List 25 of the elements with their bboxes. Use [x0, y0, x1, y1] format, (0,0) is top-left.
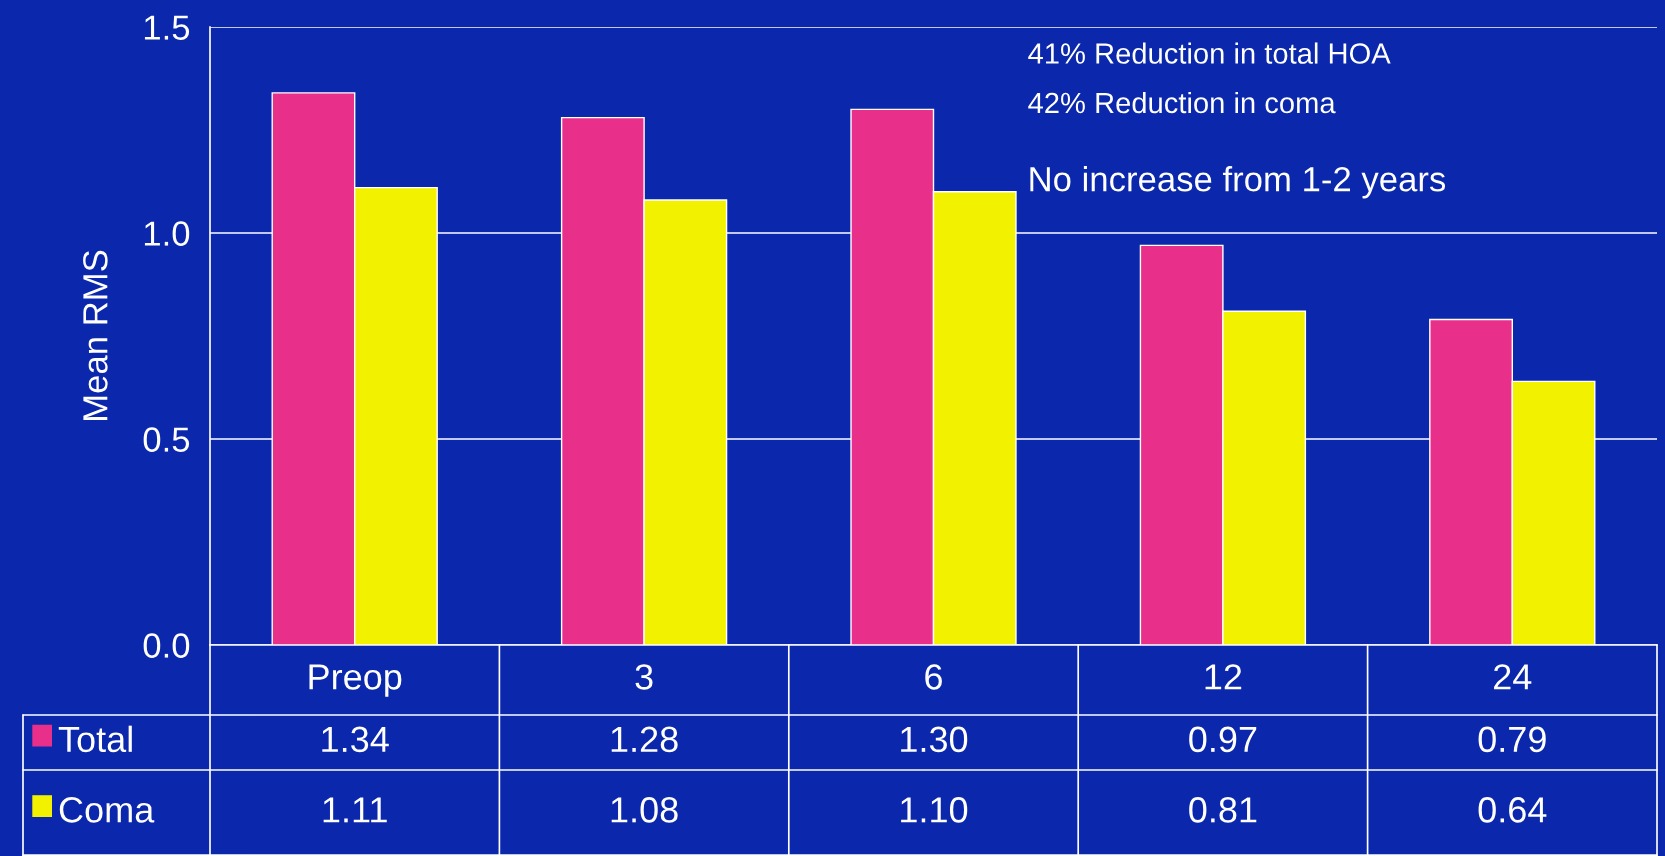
data-label: 1.10 — [901, 797, 968, 823]
data-label: 0.79 — [1478, 726, 1546, 753]
data-label: 1.30 — [901, 726, 968, 753]
legend-label: Total — [58, 725, 132, 753]
x-tick-label: 24 — [1494, 664, 1532, 690]
data-label: 0.64 — [1478, 797, 1547, 823]
data-label: 1.08 — [611, 797, 678, 823]
x-tick-label: Preop — [309, 664, 402, 697]
legend-label: Coma — [59, 797, 155, 823]
y-axis-title: Mean RMS — [83, 250, 108, 420]
y-tick-label: 1.0 — [144, 221, 190, 246]
annotation: 42% Reduction in coma — [1028, 91, 1336, 114]
data-label: 0.97 — [1189, 726, 1257, 753]
data-label: 1.34 — [322, 726, 389, 753]
data-label: 1.11 — [323, 797, 387, 823]
annotation: No increase from 1-2 years — [1030, 166, 1446, 199]
y-tick-label: 0.0 — [143, 633, 190, 658]
y-tick-label: 1.5 — [144, 15, 190, 40]
data-label: 1.28 — [611, 726, 678, 753]
annotation: 41% Reduction in total HOA — [1028, 42, 1391, 64]
data-label: 0.81 — [1189, 797, 1257, 823]
y-tick-label: 0.5 — [143, 427, 190, 452]
x-tick-label: 3 — [635, 664, 653, 690]
x-tick-label: 6 — [925, 664, 942, 690]
x-tick-label: 12 — [1205, 664, 1242, 690]
